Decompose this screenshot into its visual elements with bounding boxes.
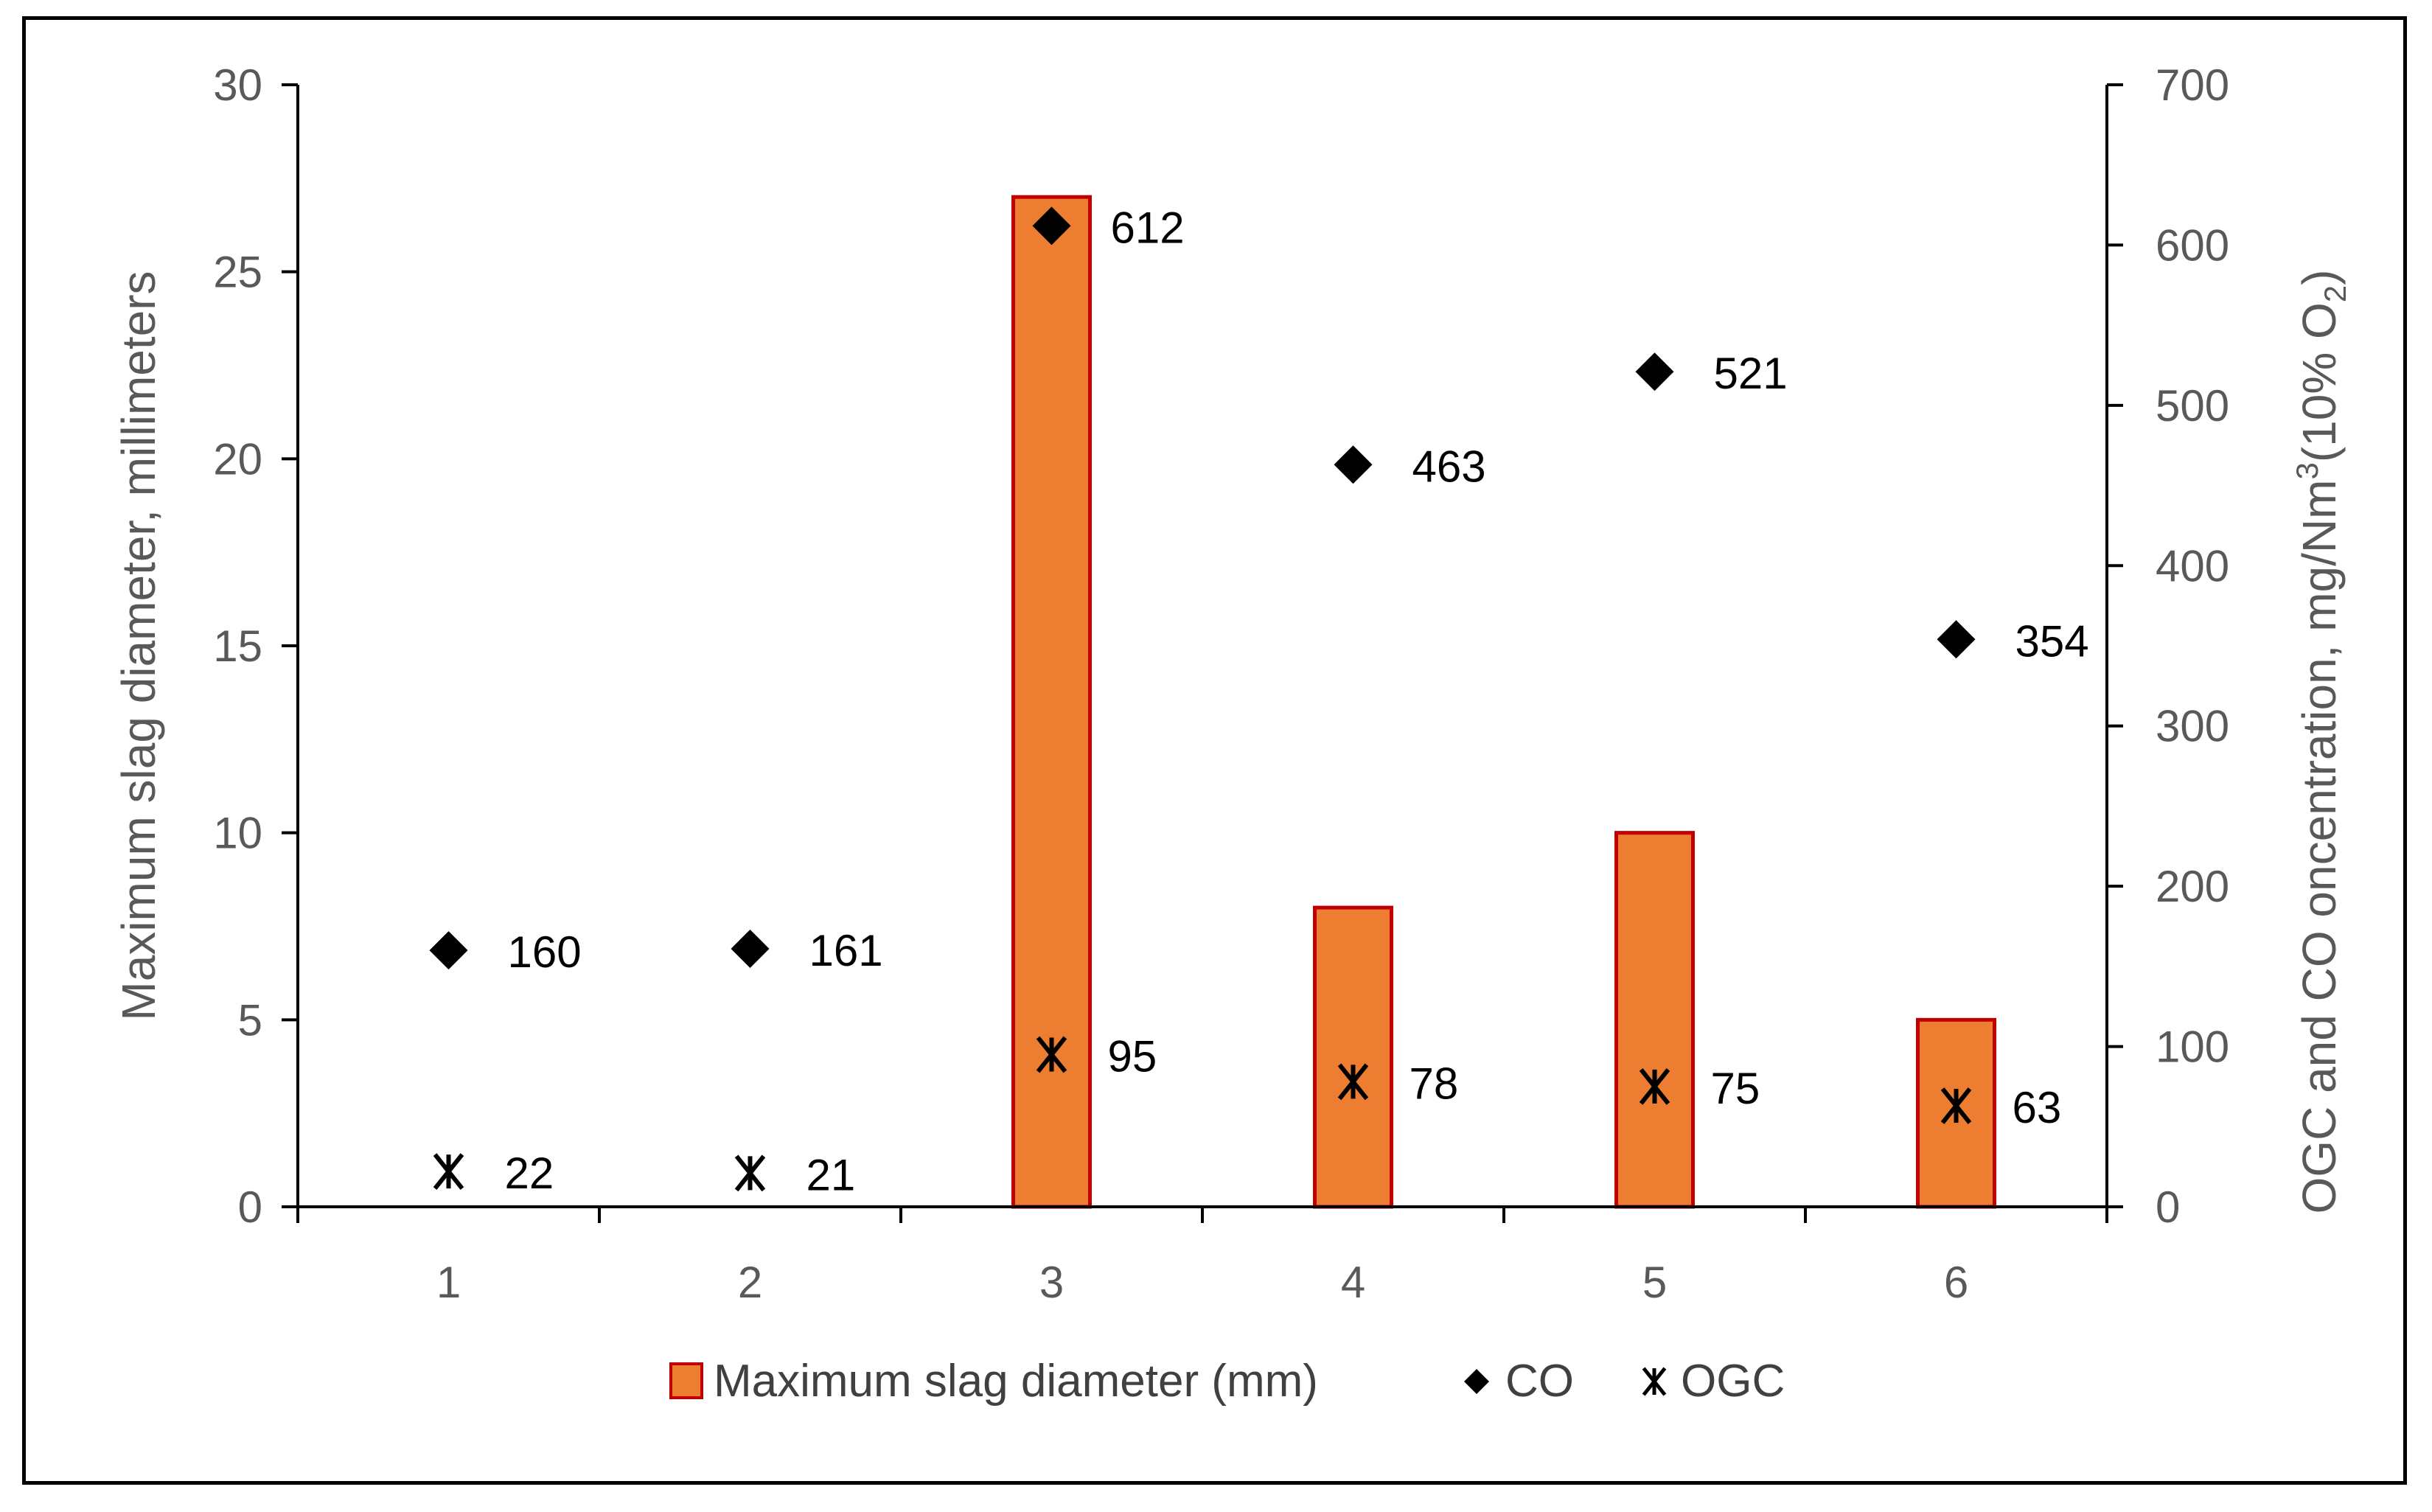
legend-co-swatch (1464, 1369, 1489, 1394)
ogc-data-label: 75 (1711, 1064, 1760, 1113)
x-tick-label: 6 (1944, 1258, 1968, 1307)
legend-ogc-label: OGC (1681, 1356, 1785, 1407)
legend-co-label: CO (1505, 1356, 1574, 1407)
y-tick-label: 25 (213, 248, 262, 297)
y2-title-sub: 2 (2318, 285, 2352, 302)
co-data-label: 463 (1412, 442, 1486, 491)
ogc-data-label: 21 (806, 1150, 856, 1199)
y2-tick-label: 0 (2156, 1182, 2180, 1232)
co-data-label: 161 (809, 926, 883, 975)
y2-title-part: OGC and CO oncentration, mg/Nm (2293, 480, 2346, 1214)
ogc-data-label: 78 (1410, 1059, 1459, 1108)
x-tick-label: 1 (436, 1258, 461, 1307)
ogc-marker (1036, 1036, 1067, 1073)
bar-cat-4 (1313, 905, 1393, 1209)
co-data-label: 160 (508, 927, 582, 977)
y2-tick-label: 200 (2156, 862, 2229, 911)
y-tick-label: 20 (213, 434, 262, 484)
co-marker (1635, 352, 1674, 391)
co-data-label: 521 (1714, 349, 1788, 398)
y2-tick-label: 100 (2156, 1022, 2229, 1072)
y2-tick-label: 700 (2156, 60, 2229, 110)
co-marker (731, 929, 770, 968)
co-data-label: 354 (2015, 616, 2089, 666)
ogc-marker (1639, 1068, 1670, 1105)
y-axis-title: Maximum slag diameter, millimeters (112, 271, 165, 1020)
x-tick-label: 3 (1039, 1258, 1064, 1307)
y-tick-label: 10 (213, 809, 262, 858)
x-tick-label: 2 (738, 1258, 762, 1307)
co-marker (1334, 445, 1373, 484)
ogc-data-label: 63 (2013, 1083, 2062, 1132)
y2-tick-label: 400 (2156, 541, 2229, 590)
legend-bar-swatch (669, 1362, 703, 1399)
co-marker (1032, 206, 1071, 245)
y-tick-label: 5 (238, 995, 262, 1045)
ogc-data-label: 95 (1108, 1031, 1157, 1081)
co-data-label: 612 (1111, 203, 1185, 252)
ogc-data-label: 22 (505, 1149, 554, 1198)
ogc-marker (734, 1154, 766, 1192)
co-marker (429, 931, 468, 970)
chart-frame (22, 16, 2407, 1485)
x-tick-label: 4 (1341, 1258, 1365, 1307)
legend: Maximum slag diameter (mm) CO OGC (669, 1356, 1785, 1407)
y2-title-part: ) (2293, 270, 2346, 285)
ogc-marker (1337, 1063, 1369, 1101)
y2-tick-label: 600 (2156, 220, 2229, 270)
co-marker (1937, 620, 1976, 659)
y2-tick-label: 500 (2156, 381, 2229, 431)
legend-ogc-swatch (1642, 1367, 1667, 1396)
ogc-marker (433, 1153, 464, 1191)
y2-axis-title: OGC and CO oncentration, mg/Nm3(10% O2) (2290, 270, 2352, 1214)
legend-bar-label: Maximum slag diameter (mm) (714, 1356, 1318, 1407)
x-tick-label: 5 (1642, 1258, 1667, 1307)
y-tick-label: 15 (213, 621, 262, 671)
bar-cat-5 (1614, 831, 1695, 1209)
y2-title-part: (10% O (2293, 302, 2346, 462)
ogc-marker (1940, 1087, 1972, 1124)
y2-tick-label: 300 (2156, 702, 2229, 751)
y-tick-label: 30 (213, 60, 262, 110)
y-tick-label: 0 (238, 1182, 262, 1232)
y2-title-sup: 3 (2290, 462, 2324, 479)
